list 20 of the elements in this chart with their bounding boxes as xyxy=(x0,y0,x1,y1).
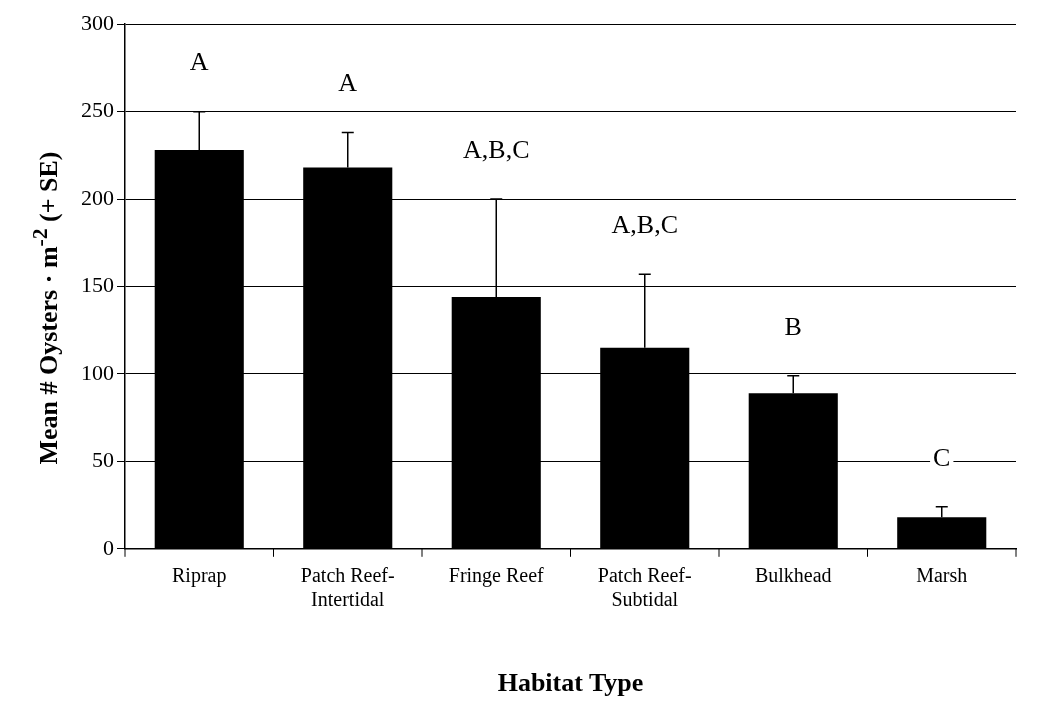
annotation: A xyxy=(338,68,358,98)
x-tick-label: Bulkhead xyxy=(754,564,832,587)
x-tick-label: Patch Reef-Subtidal xyxy=(597,564,692,611)
x-axis-title: Habitat Type xyxy=(497,668,644,698)
annotation: A,B,C xyxy=(463,134,530,164)
annotation: B xyxy=(784,311,802,341)
annotation: C xyxy=(933,442,951,472)
y-tick-label: 50 xyxy=(92,447,114,473)
y-tick-label: 300 xyxy=(81,9,114,35)
y-tick-label: 250 xyxy=(81,97,114,123)
x-tick-label: Marsh xyxy=(916,564,968,587)
x-tick-label: Patch Reef-Intertidal xyxy=(300,564,395,611)
x-tick-label: Fringe Reef xyxy=(448,564,545,588)
y-tick-label: 200 xyxy=(81,184,114,210)
y-tick-label: 0 xyxy=(103,534,114,560)
annotation: A xyxy=(189,47,209,77)
x-tick-label: Riprap xyxy=(172,564,227,588)
annotation: A,B,C xyxy=(611,210,678,240)
y-tick-label: 150 xyxy=(81,272,114,298)
y-tick-label: 100 xyxy=(81,359,114,385)
